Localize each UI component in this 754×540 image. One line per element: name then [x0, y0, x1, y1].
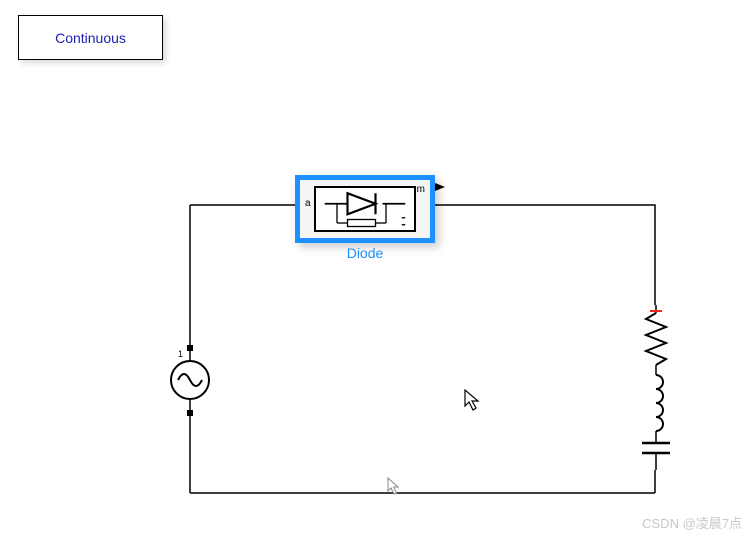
- diode-port-m-label: m: [417, 184, 425, 195]
- diode-port-a-label: a: [305, 198, 311, 209]
- powergui-label: Continuous: [55, 30, 126, 46]
- powergui-block[interactable]: Continuous: [18, 15, 163, 60]
- sine-icon: [172, 362, 208, 398]
- diode-symbol-box: [314, 186, 416, 232]
- circuit-canvas[interactable]: 1 m a Dio: [150, 175, 680, 500]
- diode-icon: [316, 188, 414, 230]
- rlc-load-block[interactable]: [636, 305, 676, 470]
- diode-block-label: Diode: [295, 245, 435, 261]
- ac-voltage-source-block[interactable]: [170, 360, 210, 400]
- rlc-icon: [636, 305, 676, 470]
- diode-block[interactable]: m a: [295, 175, 435, 243]
- watermark-text: CSDN @凌晨7点: [642, 513, 742, 532]
- svg-text:1: 1: [178, 349, 183, 359]
